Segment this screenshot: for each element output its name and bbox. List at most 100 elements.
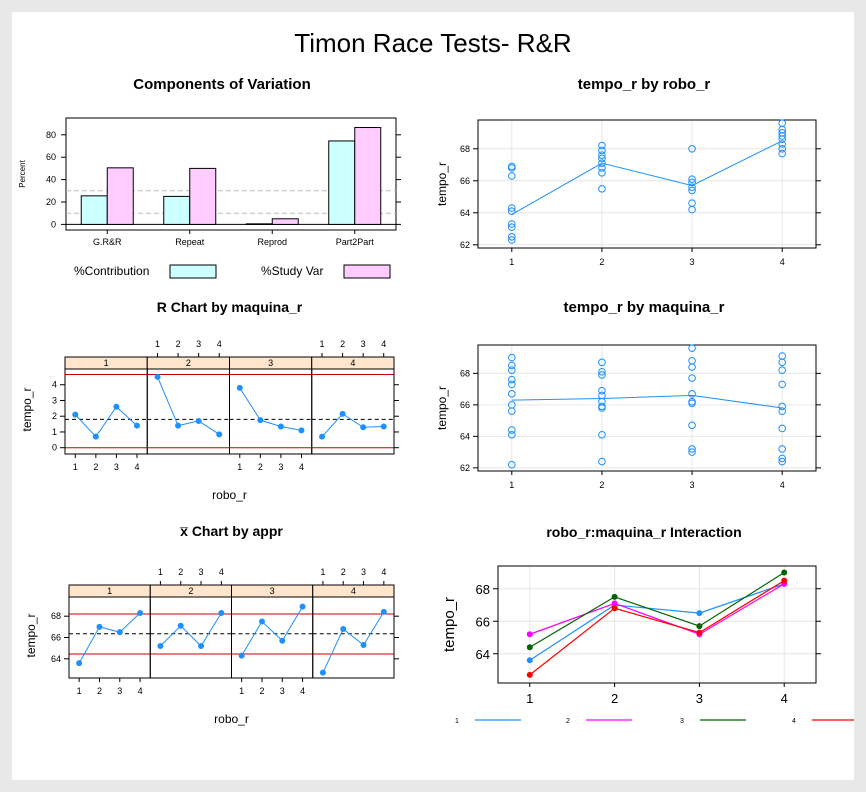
y-axis-label: Percent	[18, 159, 27, 187]
bar-contribution	[245, 223, 273, 225]
y-tick-label: 0	[51, 219, 56, 229]
data-point	[781, 569, 788, 576]
y-tick-label: 68	[51, 611, 61, 621]
x-tick-label: 1	[320, 339, 325, 349]
interaction-chart: robo_r:maquina_r Interaction 64 66 68 1 2 3 4 te…	[441, 524, 854, 725]
legend-label: 3	[680, 718, 684, 725]
x-tick-label: 3	[196, 339, 201, 349]
y-tick-label: 64	[460, 208, 470, 218]
data-point	[508, 233, 516, 241]
data-point	[508, 164, 516, 172]
x-tick-label: 3	[280, 686, 285, 696]
y-tick-label: 66	[460, 400, 470, 410]
data-point	[598, 457, 606, 466]
y-tick-label: 0	[52, 443, 57, 453]
data-point	[598, 164, 606, 172]
x-tick-label: 3	[361, 339, 366, 349]
x-tick-label: 2	[341, 567, 346, 577]
data-point	[319, 433, 326, 440]
x-tick-label: 4	[217, 339, 222, 349]
data-point	[508, 353, 516, 362]
data-point	[113, 403, 120, 410]
bar-study-var	[354, 127, 382, 225]
data-point	[688, 390, 696, 398]
series-line	[529, 583, 785, 661]
y-tick-label: 60	[46, 152, 56, 162]
x-tick-label: 3	[199, 567, 204, 577]
strip-label: 4	[350, 358, 355, 368]
data-point	[778, 145, 787, 153]
data-point	[778, 402, 787, 411]
x-tick-label: 4	[781, 691, 788, 706]
data-point	[360, 641, 367, 648]
strip-label: 2	[186, 358, 191, 368]
y-axis-label: tempo_r	[24, 613, 38, 657]
x-tick-label: 1	[77, 686, 82, 696]
data-point	[778, 380, 787, 389]
figure-title: Timon Race Tests- R&R	[294, 28, 571, 58]
data-point	[688, 374, 696, 382]
data-point	[611, 593, 618, 600]
x-tick-label: 4	[300, 686, 305, 696]
data-point	[157, 643, 164, 650]
data-point	[688, 145, 696, 153]
data-point	[508, 223, 516, 231]
data-point	[598, 141, 606, 150]
series-line	[529, 571, 785, 648]
data-point	[598, 151, 606, 159]
data-point	[598, 159, 606, 167]
data-point	[688, 448, 696, 456]
series-line	[157, 376, 220, 435]
mean-line	[511, 394, 783, 409]
data-point	[72, 411, 79, 418]
data-point	[781, 577, 788, 584]
data-point	[696, 610, 703, 617]
x-tick-label: 2	[259, 686, 264, 696]
y-tick-label: 68	[460, 144, 470, 154]
panel-frame	[149, 596, 232, 679]
data-point	[508, 460, 516, 469]
figure-canvas: Timon Race Tests- R&R Components of Vari…	[18, 28, 854, 726]
data-point	[688, 186, 696, 195]
data-point	[598, 371, 606, 379]
y-tick-label: 66	[476, 614, 490, 629]
y-tick-label: 20	[46, 197, 56, 207]
tempo-by-maquina-chart: tempo_r by maquina_r 62 64 66 68 1 2 3 4 tempo_r	[435, 299, 821, 490]
x-tick-label: 1	[526, 691, 533, 706]
data-point	[319, 669, 326, 676]
legend-label: 4	[792, 718, 796, 725]
data-point	[508, 430, 516, 439]
panel-frame	[311, 368, 395, 455]
data-point	[508, 426, 516, 434]
x-tick-label: 4	[134, 462, 139, 472]
x-axis-label: robo_r	[214, 712, 249, 726]
x-tick-label: 3	[696, 691, 703, 706]
data-point	[339, 410, 346, 417]
x-tick-label: 2	[97, 686, 102, 696]
x-axis-label: robo_r	[212, 488, 247, 502]
data-point	[526, 631, 533, 638]
data-point	[526, 657, 533, 664]
bar-contribution	[328, 140, 356, 225]
data-point	[611, 600, 618, 607]
data-point	[696, 623, 703, 630]
data-point	[598, 430, 606, 439]
x-tick-label: 1	[237, 462, 242, 472]
bar-study-var	[189, 167, 217, 225]
figure-frame: Timon Race Tests- R&R Components of Vari…	[12, 12, 854, 780]
data-point	[277, 423, 284, 430]
data-point	[340, 625, 347, 632]
x-tick-label: 2	[340, 339, 345, 349]
data-point	[778, 358, 787, 367]
data-point	[688, 421, 696, 430]
data-point	[598, 154, 606, 163]
strip-label: 1	[104, 358, 109, 368]
x-tick-label: 2	[258, 462, 263, 472]
x-tick-label: 2	[599, 257, 604, 267]
x-tick-label: 3	[690, 480, 695, 490]
data-point	[360, 424, 367, 431]
y-axis-label: tempo_r	[441, 597, 458, 652]
x-tick-label: 1	[155, 339, 160, 349]
x-tick-label: Reprod	[257, 237, 287, 247]
x-tick-label: 2	[178, 567, 183, 577]
